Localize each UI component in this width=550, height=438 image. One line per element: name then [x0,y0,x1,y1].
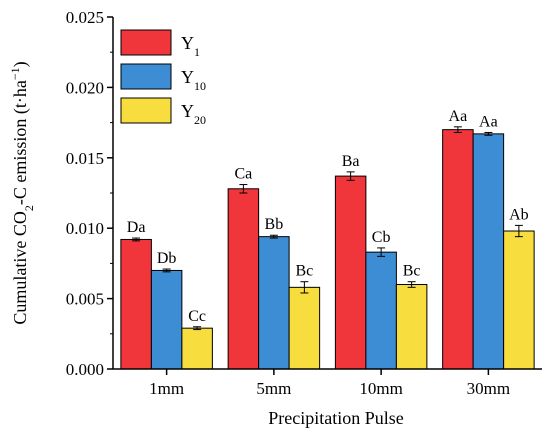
y-tick-label-3: 0.015 [66,149,104,168]
bar-1-2 [365,251,397,370]
x-axis-title: Precipitation Pulse [268,408,403,428]
sig-label-1-2: Cb [372,229,391,246]
bar-1-0 [150,269,183,370]
x-tick-label-2: 10mm [359,379,402,398]
bar-2-3 [503,230,535,370]
axes: 0.000 0.005 0.010 0.015 0.020 0.025 1mm 5mm 10mm… [66,8,542,398]
bar-0-2 [334,175,367,370]
legend-label-2: Y20 [181,101,206,127]
legend: Y1 Y10 Y20 [120,29,206,127]
sig-label-0-3: Aa [449,108,468,125]
bar-0-3 [442,129,474,370]
bar-2-2 [395,284,428,370]
sig-label-0-0: Da [127,219,146,236]
bar-2-0 [181,327,213,370]
sig-label-0-2: Ba [342,153,360,170]
bar-1-1 [258,236,290,370]
sig-label-2-0: Cc [188,308,206,325]
legend-label-1: Y10 [181,67,206,93]
bar-0-1 [227,188,260,370]
sig-label-1-0: Db [157,250,177,267]
sig-label-1-1: Bb [265,216,284,233]
bar-2-1 [288,286,321,370]
y-tick-label-0: 0.000 [66,360,104,379]
x-tick-label-0: 1mm [149,379,184,398]
error-bars [132,126,523,331]
legend-swatch-1 [120,63,172,90]
significance-labels: Da Ca Ba Aa Db Bb Cb Aa Cc Bc Bc Ab [127,108,529,325]
y-tick-label-4: 0.020 [66,78,104,97]
sig-label-1-3: Aa [479,113,498,130]
bars [120,129,535,370]
legend-label-0: Y1 [181,33,200,59]
y-tick-label-1: 0.005 [66,290,104,309]
y-tick-label-5: 0.025 [66,8,104,27]
x-tick-label-1: 5mm [256,379,291,398]
y-tick-label-2: 0.010 [66,219,104,238]
legend-swatch-2 [120,97,172,124]
bar-1-3 [472,133,505,370]
sig-label-2-2: Bc [403,263,421,280]
sig-label-2-3: Ab [509,206,529,223]
sig-label-0-1: Ca [234,166,252,183]
legend-swatch-0 [120,29,172,56]
bar-0-0 [120,238,152,370]
y-axis-title: Cumulative CO2-C emission (t·ha−1) [8,61,36,324]
sig-label-2-1: Bc [295,263,313,280]
x-tick-label-3: 30mm [467,379,510,398]
